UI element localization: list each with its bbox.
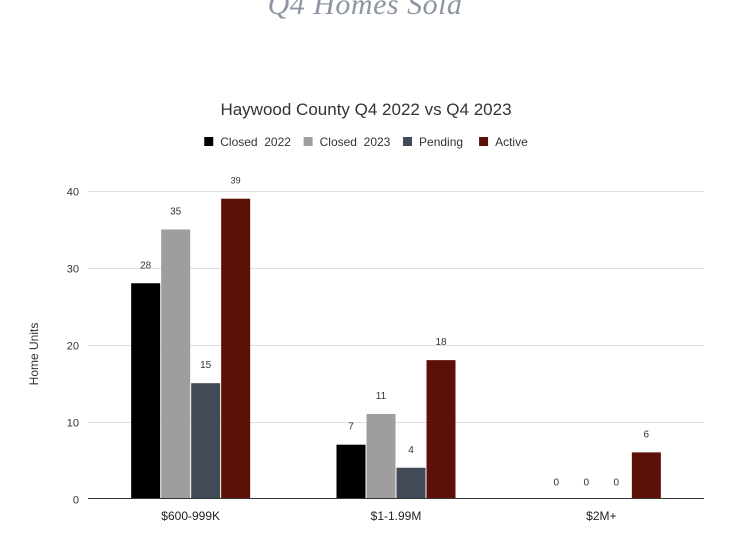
chart-title: Haywood County Q4 2022 vs Q4 2023 (220, 100, 511, 119)
legend-swatch (403, 137, 413, 146)
data-label: 18 (435, 337, 447, 348)
y-tick-label: 40 (67, 187, 79, 199)
bar (191, 383, 221, 499)
data-label: 7 (348, 422, 354, 433)
data-label: 6 (644, 429, 650, 440)
data-label: 11 (376, 391, 387, 402)
page-heading: Q4 Homes Sold (267, 0, 463, 21)
data-labels: 28 35 15 39 7 11 4 18 0 0 0 6 (140, 176, 649, 489)
bar (366, 413, 396, 499)
gridlines (88, 191, 704, 423)
y-axis-label: Home Units (27, 323, 41, 386)
bar (161, 229, 191, 499)
legend-swatch (204, 137, 214, 146)
y-tick-label: 0 (73, 495, 79, 507)
bar (131, 283, 161, 499)
y-axis-ticks: 0 10 20 30 40 (67, 187, 79, 507)
bar (631, 452, 661, 499)
legend-label: Pending (419, 135, 463, 149)
bar (221, 198, 251, 499)
data-label: 35 (170, 206, 182, 217)
y-tick-label: 20 (67, 341, 79, 353)
data-label: 0 (584, 478, 590, 489)
legend-label: Active (495, 135, 528, 149)
data-label: 28 (140, 260, 152, 271)
bar (396, 467, 426, 499)
data-label: 0 (554, 478, 560, 489)
bar (426, 360, 456, 499)
y-tick-label: 10 (67, 418, 79, 430)
data-label: 15 (200, 360, 212, 371)
legend-label: Closed 2023 (320, 135, 391, 149)
legend-label: Closed 2022 (220, 135, 291, 149)
legend-swatch (303, 137, 313, 146)
x-tick-label: $2M+ (586, 509, 616, 523)
bar (336, 444, 366, 499)
bars (131, 198, 661, 499)
y-tick-label: 30 (67, 264, 79, 276)
legend: Closed 2022 Closed 2023 Pending Active (204, 135, 528, 149)
data-label: 4 (408, 445, 414, 456)
data-label: 39 (231, 176, 241, 186)
data-label: 0 (614, 478, 620, 489)
legend-swatch (479, 137, 489, 146)
x-tick-label: $1-1.99M (371, 509, 422, 523)
x-tick-label: $600-999K (161, 509, 220, 523)
x-axis-ticks: $600-999K $1-1.99M $2M+ (161, 509, 616, 523)
